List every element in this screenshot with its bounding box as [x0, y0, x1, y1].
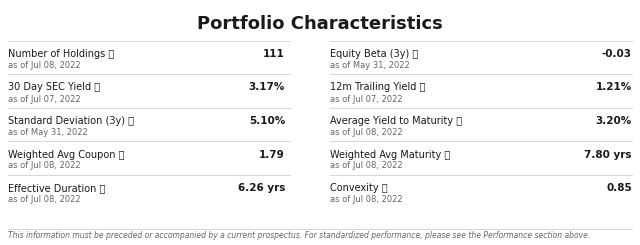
Text: Equity Beta (3y) ⓘ: Equity Beta (3y) ⓘ	[330, 49, 419, 59]
Text: Average Yield to Maturity ⓘ: Average Yield to Maturity ⓘ	[330, 116, 462, 126]
Text: 5.10%: 5.10%	[249, 116, 285, 126]
Text: -0.03: -0.03	[602, 49, 632, 59]
Text: as of Jul 07, 2022: as of Jul 07, 2022	[330, 95, 403, 103]
Text: Number of Holdings ⓘ: Number of Holdings ⓘ	[8, 49, 115, 59]
Text: Convexity ⓘ: Convexity ⓘ	[330, 183, 388, 193]
Text: 111: 111	[263, 49, 285, 59]
Text: 0.85: 0.85	[606, 183, 632, 193]
Text: as of Jul 08, 2022: as of Jul 08, 2022	[330, 161, 403, 171]
Text: as of Jul 08, 2022: as of Jul 08, 2022	[8, 161, 81, 171]
Text: as of Jul 08, 2022: as of Jul 08, 2022	[8, 195, 81, 204]
Text: Weighted Avg Maturity ⓘ: Weighted Avg Maturity ⓘ	[330, 149, 451, 159]
Text: Weighted Avg Coupon ⓘ: Weighted Avg Coupon ⓘ	[8, 149, 125, 159]
Text: as of May 31, 2022: as of May 31, 2022	[8, 128, 88, 137]
Text: This information must be preceded or accompanied by a current prospectus. For st: This information must be preceded or acc…	[8, 231, 590, 240]
Text: 30 Day SEC Yield ⓘ: 30 Day SEC Yield ⓘ	[8, 83, 100, 93]
Text: Portfolio Characteristics: Portfolio Characteristics	[197, 15, 443, 33]
Text: as of Jul 08, 2022: as of Jul 08, 2022	[330, 195, 403, 204]
Text: as of Jul 07, 2022: as of Jul 07, 2022	[8, 95, 81, 103]
Text: as of May 31, 2022: as of May 31, 2022	[330, 61, 410, 70]
Text: 3.17%: 3.17%	[248, 83, 285, 93]
Text: 1.79: 1.79	[259, 149, 285, 159]
Text: as of Jul 08, 2022: as of Jul 08, 2022	[8, 61, 81, 70]
Text: 7.80 yrs: 7.80 yrs	[584, 149, 632, 159]
Text: 1.21%: 1.21%	[596, 83, 632, 93]
Text: Standard Deviation (3y) ⓘ: Standard Deviation (3y) ⓘ	[8, 116, 134, 126]
Text: 6.26 yrs: 6.26 yrs	[237, 183, 285, 193]
Text: Effective Duration ⓘ: Effective Duration ⓘ	[8, 183, 106, 193]
Text: 3.20%: 3.20%	[596, 116, 632, 126]
Text: 12m Trailing Yield ⓘ: 12m Trailing Yield ⓘ	[330, 83, 426, 93]
Text: as of Jul 08, 2022: as of Jul 08, 2022	[330, 128, 403, 137]
